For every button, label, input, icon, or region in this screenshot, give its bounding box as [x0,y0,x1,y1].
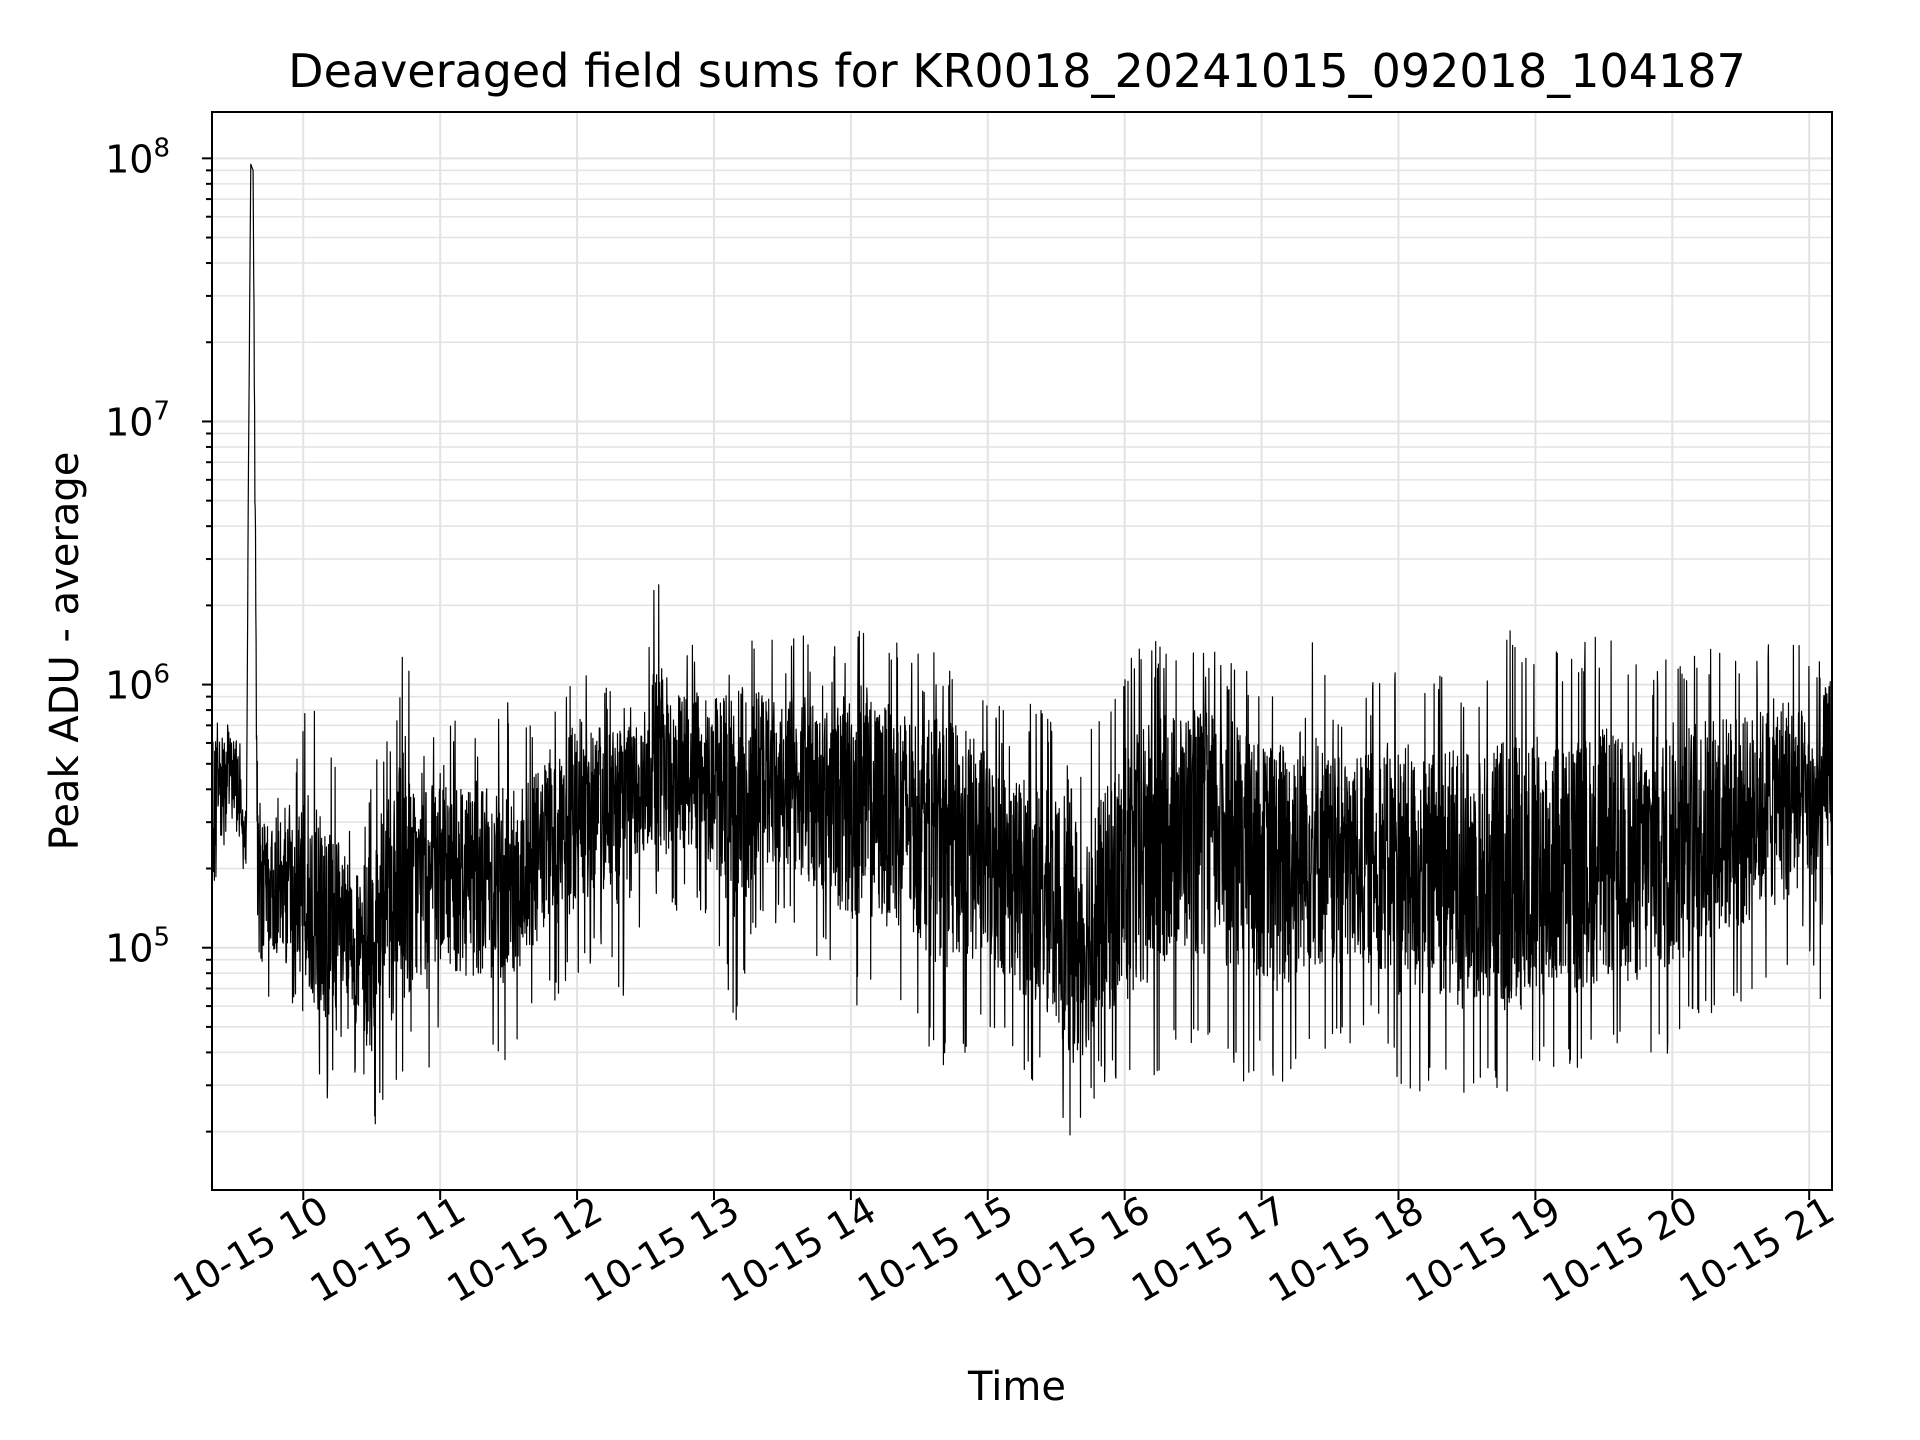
plot-area [211,163,1833,1136]
y-tick-base: 10 [105,400,153,444]
y-tick-base: 10 [105,137,153,181]
y-tick-label: 108 [105,133,170,181]
y-tick-exponent: 6 [153,660,170,690]
y-tick-exponent: 8 [153,133,170,163]
y-axis-label: Peak ADU - average [42,452,88,851]
x-axis-label: Time [967,1364,1066,1410]
y-tick-label: 106 [105,660,170,708]
y-tick-exponent: 7 [153,396,170,426]
y-tick-label: 107 [105,396,170,444]
y-tick-base: 10 [105,664,153,708]
y-tick-label: 105 [105,923,170,971]
axes-frame [211,111,1833,1191]
series-line [211,163,1833,1136]
y-tick-base: 10 [105,927,153,971]
y-tick-exponent: 5 [153,923,170,953]
chart-title: Deaveraged field sums for KR0018_2024101… [288,44,1746,98]
